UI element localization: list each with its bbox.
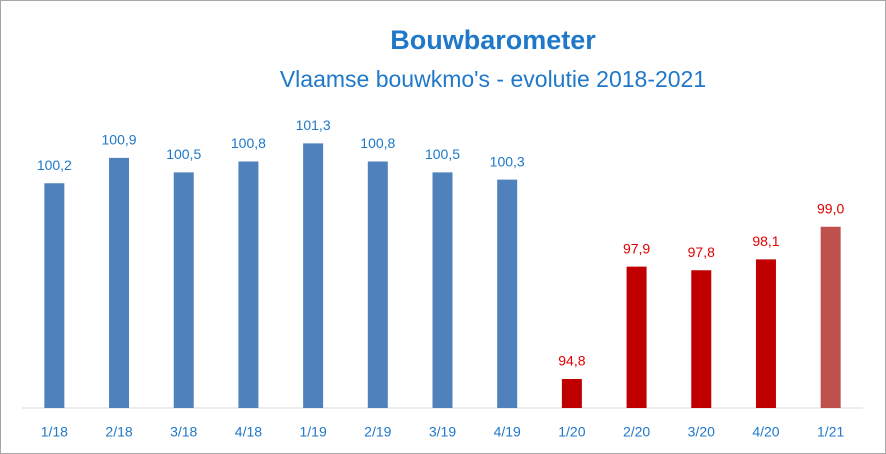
data-label: 97,8 xyxy=(688,244,715,260)
data-label: 99,0 xyxy=(817,200,844,216)
x-tick-label: 3/20 xyxy=(688,424,715,440)
bar xyxy=(432,172,453,408)
data-label: 101,3 xyxy=(296,117,331,133)
bar xyxy=(497,179,518,408)
bar xyxy=(44,183,65,408)
bar xyxy=(303,143,324,408)
x-tick-label: 2/20 xyxy=(623,424,650,440)
data-label: 100,3 xyxy=(490,153,525,169)
data-label: 100,8 xyxy=(231,135,266,151)
bar xyxy=(173,172,194,408)
data-label: 100,5 xyxy=(166,146,201,162)
bar xyxy=(109,157,130,408)
x-tick-label: 4/18 xyxy=(235,424,262,440)
data-label: 100,9 xyxy=(102,132,137,148)
x-tick-label: 4/19 xyxy=(494,424,521,440)
bar xyxy=(755,259,776,408)
data-label: 100,2 xyxy=(37,157,72,173)
data-label: 100,8 xyxy=(360,135,395,151)
bar xyxy=(367,161,388,408)
x-tick-label: 2/19 xyxy=(364,424,391,440)
data-label: 100,5 xyxy=(425,146,460,162)
x-tick-label: 1/21 xyxy=(817,424,844,440)
data-label: 97,9 xyxy=(623,240,650,256)
bar xyxy=(691,270,712,408)
data-label: 98,1 xyxy=(752,233,779,249)
bar xyxy=(820,226,841,408)
bar xyxy=(561,379,582,408)
x-tick-label: 1/20 xyxy=(558,424,585,440)
bar xyxy=(238,161,259,408)
x-tick-label: 1/18 xyxy=(41,424,68,440)
x-tick-label: 4/20 xyxy=(752,424,779,440)
data-label: 94,8 xyxy=(558,353,585,369)
x-tick-label: 3/19 xyxy=(429,424,456,440)
bar xyxy=(626,266,647,408)
chart-subtitle: Vlaamse bouwkmo's - evolutie 2018-2021 xyxy=(280,66,706,92)
x-tick-label: 1/19 xyxy=(299,424,326,440)
chart-title: Bouwbarometer xyxy=(390,25,596,55)
x-tick-label: 3/18 xyxy=(170,424,197,440)
x-tick-label: 2/18 xyxy=(105,424,132,440)
